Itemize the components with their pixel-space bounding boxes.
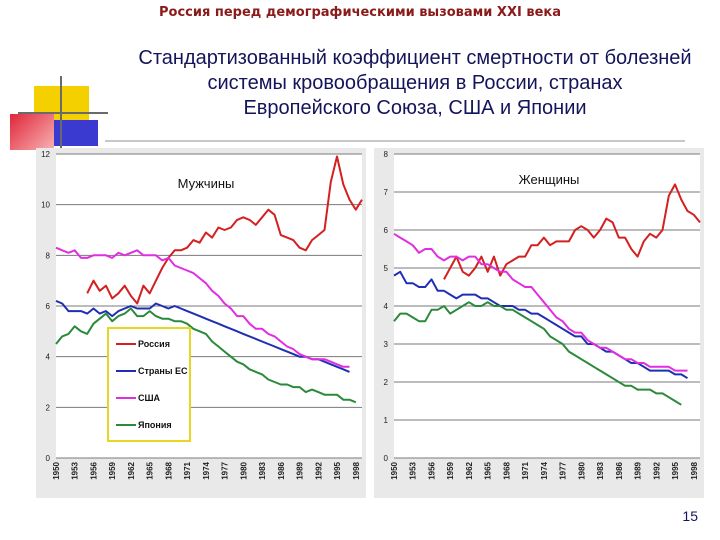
deco-blue-square: [50, 120, 98, 146]
deco-vertical-rule: [60, 76, 62, 164]
y-tick-label: 8: [384, 150, 389, 159]
x-tick-label: 1965: [484, 461, 493, 479]
x-tick-label: 1995: [333, 461, 342, 479]
deco-horizontal-rule: [18, 112, 108, 114]
title-underline: [105, 140, 685, 142]
y-tick-label: 2: [384, 378, 389, 387]
slide-header: Россия перед демографическими вызовами X…: [159, 5, 561, 20]
y-tick-label: 1: [384, 416, 389, 425]
y-tick-label: 0: [384, 454, 389, 463]
series-line-japan: [55, 307, 357, 404]
x-tick-label: 1989: [296, 461, 305, 479]
y-tick-label: 0: [46, 454, 51, 463]
legend-label-russia: Россия: [138, 339, 170, 349]
x-tick-label: 1998: [690, 461, 699, 479]
x-tick-label: 1986: [615, 461, 624, 479]
x-tick-label: 1980: [577, 461, 586, 479]
x-tick-label: 1989: [634, 461, 643, 479]
title-line-1: Стандартизованный коэффициент смертности…: [138, 47, 692, 69]
title-line-2: системы кровообращения в России, странах: [207, 72, 623, 94]
x-tick-label: 1950: [52, 461, 61, 479]
x-tick-label: 1971: [183, 461, 192, 479]
series-line-eu: [55, 299, 350, 373]
x-tick-label: 1974: [540, 461, 549, 479]
x-tick-label: 1980: [239, 461, 248, 479]
legend-box: [107, 327, 191, 442]
x-tick-label: 1977: [559, 461, 568, 479]
series-line-russia: [443, 183, 701, 280]
x-tick-label: 1977: [221, 461, 230, 479]
x-tick-label: 1956: [427, 461, 436, 479]
x-tick-label: 1971: [521, 461, 530, 479]
series-line-russia: [86, 155, 363, 305]
y-tick-label: 4: [384, 302, 389, 311]
series-line-usa: [393, 232, 688, 372]
slide-title: Стандартизованный коэффициент смертности…: [110, 46, 720, 121]
x-tick-label: 1962: [127, 461, 136, 479]
x-tick-label: 1992: [314, 461, 323, 479]
y-tick-label: 6: [384, 226, 389, 235]
x-tick-label: 1959: [446, 461, 455, 479]
y-tick-label: 2: [46, 403, 51, 412]
men-chart: 0 2 4 6 8 10 12 1950 1953 1956 1959 1962 1965 1968 197…: [36, 148, 366, 498]
women-chart: 0 1 2 3 4 5 6 7 8 1950 1953 1956 1959 1962 1965 1968 197…: [374, 148, 704, 498]
x-tick-label: 1968: [164, 461, 173, 479]
y-tick-label: 3: [384, 340, 389, 349]
x-tick-label: 1995: [671, 461, 680, 479]
deco-red-square: [10, 114, 54, 150]
x-tick-label: 1953: [409, 461, 418, 479]
x-tick-label: 1998: [352, 461, 361, 479]
x-tick-label: 1983: [258, 461, 267, 479]
x-tick-label: 1959: [108, 461, 117, 479]
y-tick-label: 5: [384, 264, 389, 273]
series-line-usa: [55, 246, 350, 368]
x-tick-label: 1992: [652, 461, 661, 479]
x-tick-label: 1974: [202, 461, 211, 479]
y-tick-label: 7: [384, 188, 389, 197]
x-tick-label: 1968: [502, 461, 511, 479]
x-tick-label: 1962: [465, 461, 474, 479]
legend-label-japan: Япония: [138, 420, 172, 430]
x-tick-label: 1986: [277, 461, 286, 479]
chart-title: Мужчины: [178, 176, 235, 191]
x-tick-label: 1965: [146, 461, 155, 479]
legend-label-eu: Страны ЕС: [138, 366, 188, 376]
y-tick-label: 6: [46, 302, 51, 311]
page-number: 15: [682, 508, 698, 524]
x-tick-label: 1950: [390, 461, 399, 479]
y-tick-label: 12: [41, 150, 50, 159]
y-tick-label: 4: [46, 353, 51, 362]
title-line-3: Европейского Союза, США и Японии: [243, 97, 587, 119]
y-tick-label: 10: [41, 201, 50, 210]
series-line-japan: [393, 301, 682, 406]
y-tick-label: 8: [46, 251, 51, 260]
x-tick-label: 1983: [596, 461, 605, 479]
x-tick-label: 1953: [71, 461, 80, 479]
chart-title: Женщины: [519, 172, 580, 187]
legend-label-usa: США: [138, 393, 161, 403]
x-tick-label: 1956: [89, 461, 98, 479]
